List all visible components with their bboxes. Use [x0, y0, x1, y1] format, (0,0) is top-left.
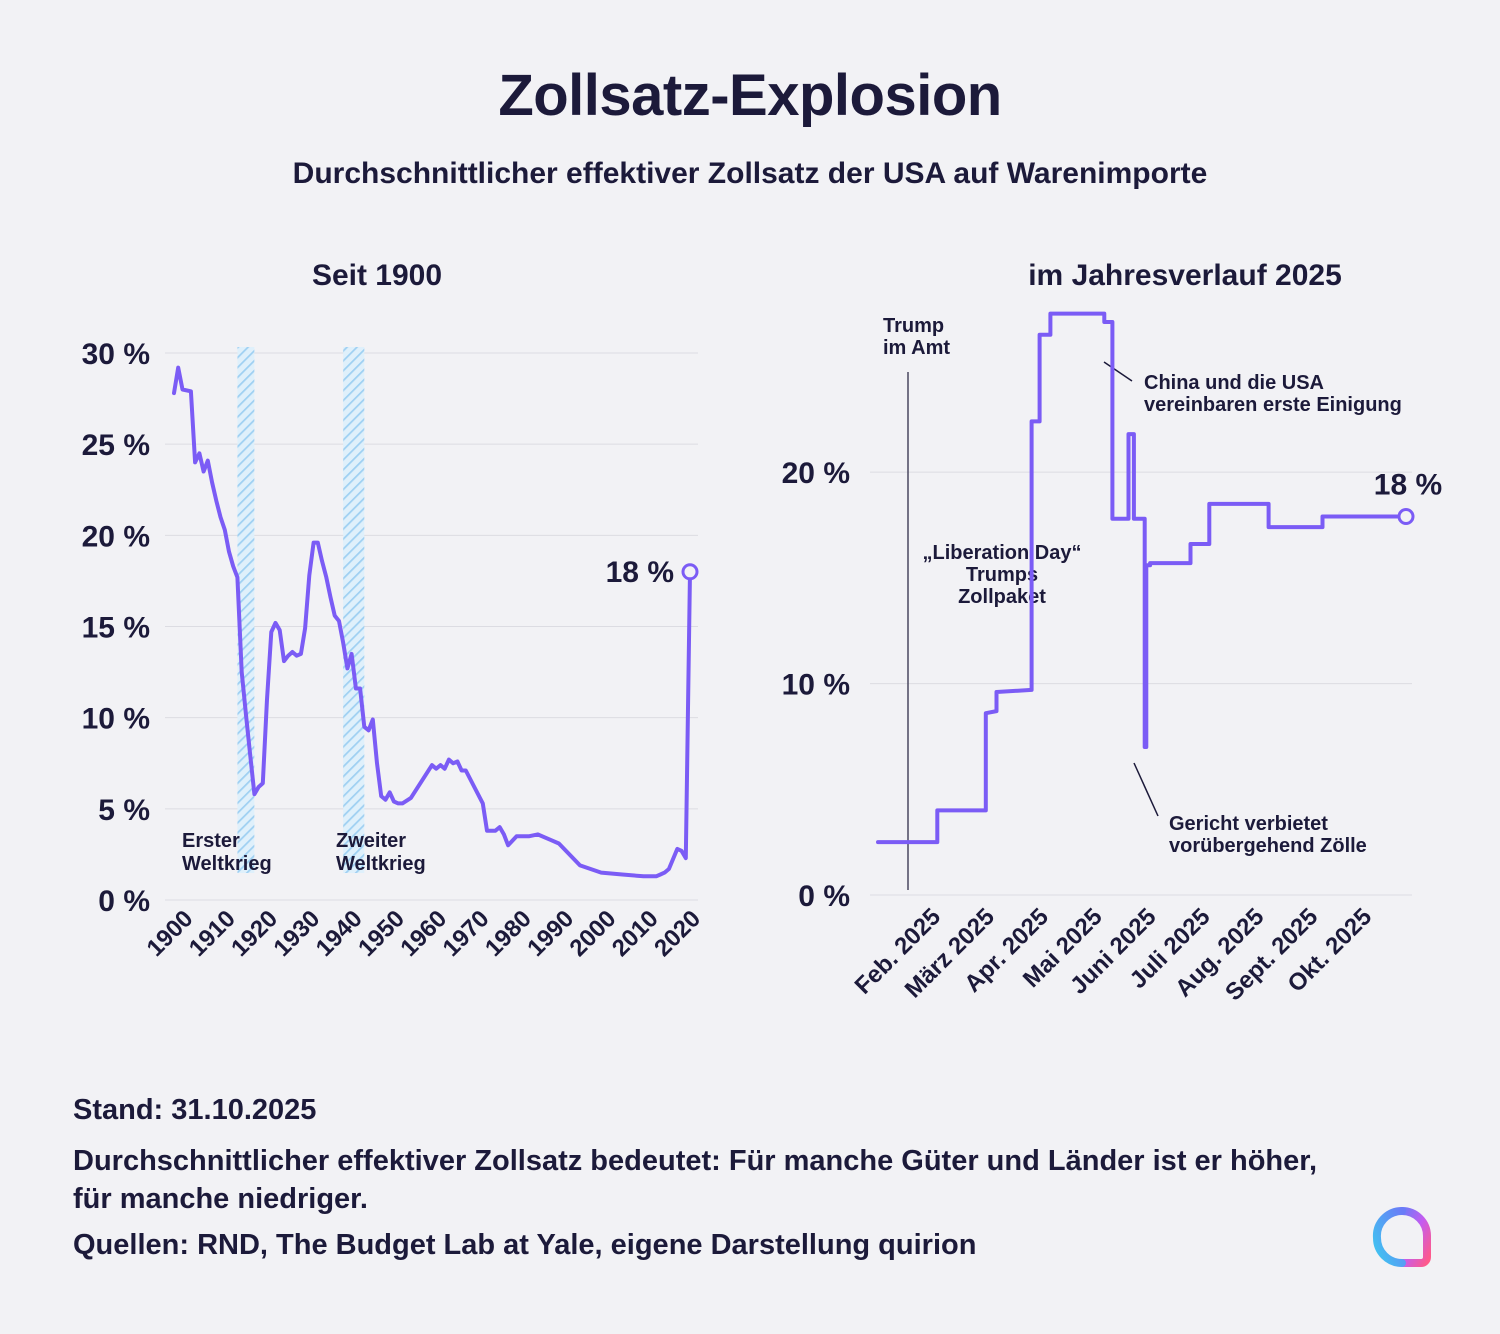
left-series-line: [172, 365, 692, 879]
footer-date: Stand: 31.10.2025: [73, 1094, 317, 1126]
left-y-tick-label: 5 %: [98, 794, 150, 827]
right-y-tick-label: 0 %: [798, 880, 850, 913]
right-gridlines: [870, 471, 1412, 896]
left-y-tick-label: 30 %: [82, 338, 150, 371]
chart-since-1900: Seit 1900 Erster Weltkrieg Zweiter Weltkrie…: [82, 259, 706, 962]
right-annotation-line: „Liberation Day“: [923, 542, 1082, 564]
right-annotation-line: im Amt: [883, 337, 950, 359]
left-y-tick-label: 10 %: [82, 703, 150, 736]
left-band-label: Zweiter Weltkrieg: [336, 830, 426, 875]
right-annotation-line: vereinbaren erste Einigung: [1144, 394, 1402, 416]
left-y-axis: 0 % 5 % 10 % 15 % 20 % 25 % 30 %: [82, 338, 150, 918]
right-y-tick-label: 10 %: [782, 669, 850, 702]
right-y-axis: 0 % 10 % 20 %: [782, 457, 850, 913]
right-annotation-line: China und die USA: [1144, 372, 1324, 394]
right-annotation-leader: [1133, 762, 1159, 817]
right-annotation-line: Gericht verbietet: [1169, 813, 1328, 835]
left-end-label: 18 %: [606, 556, 674, 589]
left-band-label: Erster Weltkrieg: [182, 830, 272, 875]
right-annotation-label: „Liberation Day“ Trumps Zollpaket: [923, 542, 1082, 608]
chart-title-left: Seit 1900: [312, 259, 442, 292]
footer-note: Durchschnittlicher effektiver Zollsatz b…: [73, 1145, 1318, 1215]
chart-title-right: im Jahresverlauf 2025: [1028, 259, 1342, 292]
right-end-marker: 18 %: [1374, 469, 1442, 526]
quirion-logo-icon: [1372, 1206, 1431, 1267]
left-series: [172, 365, 692, 879]
chart-year-2025: im Jahresverlauf 2025 0 % 10 % 20 % Feb. 2…: [782, 259, 1443, 1006]
left-y-tick-label: 15 %: [82, 612, 150, 645]
left-war-band: [343, 347, 365, 873]
right-series: [876, 311, 1408, 845]
left-end-marker: 18 %: [606, 556, 699, 589]
right-end-label: 18 %: [1374, 469, 1442, 502]
right-annotation-line: vorübergehend Zölle: [1169, 835, 1367, 857]
right-annotation-label: Trump im Amt: [883, 315, 950, 359]
right-annotation-line: Trump: [883, 315, 944, 337]
right-y-tick-label: 20 %: [782, 457, 850, 490]
right-end-point: [1397, 508, 1415, 526]
right-annotation-label: China und die USA vereinbaren erste Einig…: [1144, 372, 1402, 416]
left-y-tick-label: 0 %: [98, 885, 150, 918]
page-title: Zollsatz-Explosion: [498, 63, 1002, 128]
right-annotation-line: Trumps: [966, 564, 1038, 586]
left-end-point: [681, 563, 699, 581]
left-y-tick-label: 20 %: [82, 520, 150, 553]
page-subtitle: Durchschnittlicher effektiver Zollsatz d…: [292, 157, 1208, 190]
right-series-line: [876, 311, 1408, 845]
right-annotation-line: Zollpaket: [958, 586, 1046, 608]
right-annotation-leader: [1103, 361, 1133, 382]
left-y-tick-label: 25 %: [82, 429, 150, 462]
right-annotation-label: Gericht verbietet vorübergehend Zölle: [1169, 813, 1367, 857]
footer-sources: Quellen: RND, The Budget Lab at Yale, ei…: [73, 1229, 977, 1261]
right-annotations: Trump im Amt „Liberation Day“ Trumps Zollpak…: [883, 315, 1402, 890]
